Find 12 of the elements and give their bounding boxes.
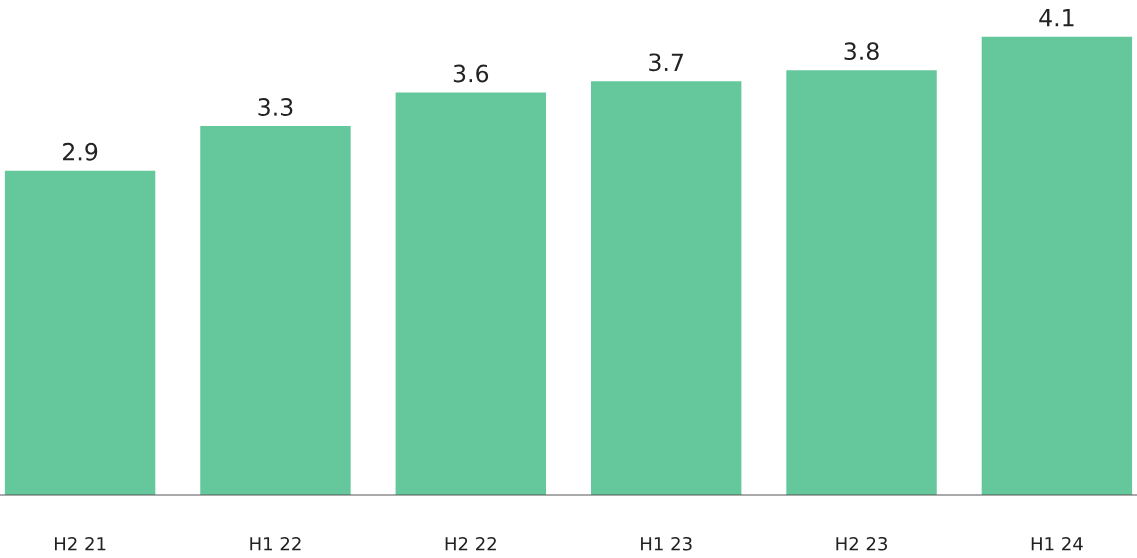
data-label: 3.6	[453, 64, 489, 83]
data-label: 3.8	[844, 42, 879, 61]
x-tick-label: H2 23	[836, 536, 887, 551]
x-tick-label: H2 21	[54, 536, 106, 551]
data-label: 3.3	[258, 98, 293, 116]
data-label: 4.1	[1039, 8, 1074, 27]
x-tick-label: H1 24	[1031, 536, 1083, 551]
data-label: 2.9	[63, 142, 98, 161]
data-label: 3.7	[649, 53, 683, 72]
x-tick-label: H2 22	[445, 536, 496, 551]
x-tick-label: H1 22	[250, 536, 301, 551]
x-tick-label: H1 23	[641, 536, 692, 551]
